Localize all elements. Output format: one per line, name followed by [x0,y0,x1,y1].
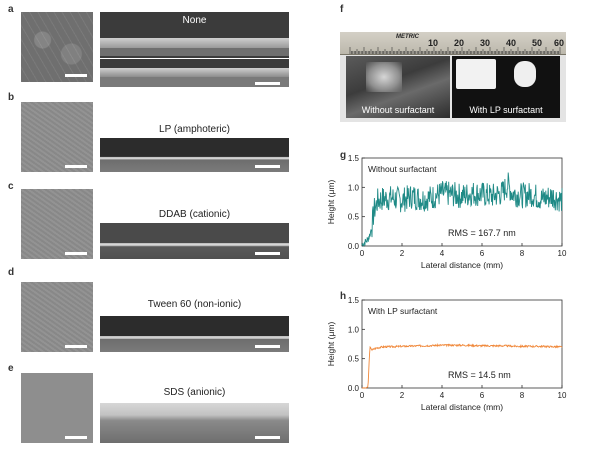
ruler-brand-text: METRIC [396,34,419,40]
x-tick-label: 10 [558,249,567,258]
panel-h-label: h [340,291,347,302]
panel-b-caption: LP (amphoteric) [159,124,230,135]
panel-d-label: d [8,267,15,278]
series-line [361,172,563,247]
film-layer [100,38,289,48]
panel-e-top-view [21,373,93,443]
reflection [514,61,536,87]
x-tick-label: 0 [360,391,365,400]
plot-frame [361,299,563,389]
y-tick-label: 1.0 [348,325,360,334]
x-tick-label: 10 [558,391,567,400]
panel-c-label: c [8,181,14,192]
scale-bar [65,436,87,439]
y-tick-label: 0.0 [348,384,360,393]
panel-b-label: b [8,92,15,103]
x-axis-label: Lateral distance (mm) [421,402,503,412]
panel-f-right-caption: With LP surfactant [469,105,543,115]
reflection [456,59,496,89]
scale-bar [255,252,280,255]
scale-bar [65,252,87,255]
scale-bar [255,436,280,439]
x-tick-label: 4 [440,249,445,258]
panel-a-top-view [21,12,93,82]
panel-b-top-view [21,102,93,172]
chart-annotation: With LP surfactant [368,306,438,316]
x-tick-label: 4 [440,391,445,400]
scale-bar [255,345,280,348]
scale-bar [65,74,87,77]
x-tick-label: 0 [360,249,365,258]
panel-g-label: g [340,150,347,161]
y-tick-label: 1.5 [348,296,360,305]
x-tick-label: 6 [480,391,485,400]
substrate-layer [100,48,289,56]
y-tick-label: 0.0 [348,242,360,251]
sample-with-lp-surfactant: With LP surfactant [452,56,560,118]
panel-b-cross-section [100,138,289,172]
panel-d-cross-section [100,316,289,352]
x-axis-label: Lateral distance (mm) [421,260,503,270]
x-tick-label: 8 [520,391,525,400]
panel-f-left-caption: Without surfactant [361,105,435,115]
ruler-number: 50 [532,38,543,48]
substrate-layer [100,77,289,87]
ruler-number: 60 [554,38,565,48]
panel-c-caption: DDAB (cationic) [158,209,231,220]
y-axis-label: Height (μm) [326,180,336,225]
scale-bar [255,165,280,168]
panel-h-chart: 0 2 4 6 8 10 0.0 0.5 1.0 1.5 Lateral distance (mm)… [326,296,567,412]
panel-a-caption: None [182,15,207,26]
rms-label: RMS = 14.5 nm [448,370,511,380]
rms-label: RMS = 167.7 nm [448,228,516,238]
panel-e-caption: SDS (anionic) [163,387,226,398]
ruler-number: 40 [506,38,517,48]
panel-a-cross-section: None [100,12,289,87]
scale-bar [255,82,280,85]
y-tick-label: 0.5 [348,213,360,222]
ruler: METRIC 10 20 30 40 50 60 [340,32,566,55]
reflection [366,62,402,92]
scale-bar [65,345,87,348]
x-tick-label: 2 [400,391,405,400]
panel-c-top-view [21,189,93,259]
x-tick-label: 6 [480,249,485,258]
panel-e-label: e [8,363,14,374]
panel-f-label: f [340,4,344,15]
ruler-number: 20 [454,38,465,48]
series-line [362,342,563,389]
y-axis-label: Height (μm) [326,322,336,367]
ruler-number: 10 [428,38,439,48]
panel-g-chart: 0 2 4 6 8 10 0.0 0.5 1.0 1.5 Lateral distance (mm)… [326,154,567,270]
scale-bar [65,165,87,168]
y-tick-label: 1.5 [348,154,360,163]
panel-d-caption: Tween 60 (non-ionic) [147,299,242,310]
panel-c-cross-section [100,223,289,259]
panel-e-cross-section [100,403,289,443]
x-tick-label: 8 [520,249,525,258]
y-tick-label: 1.0 [348,183,360,192]
panel-d-top-view [21,282,93,352]
panel-a-label: a [8,4,14,15]
film-layer [100,68,289,77]
chart-annotation: Without surfactant [368,164,437,174]
sample-without-surfactant: Without surfactant [346,56,450,118]
ruler-ticks [349,47,561,54]
x-tick-label: 2 [400,249,405,258]
divider [100,58,289,59]
ruler-number: 30 [480,38,491,48]
panel-f-photo: METRIC 10 20 30 40 50 60 Without surfact… [340,32,566,122]
y-tick-label: 0.5 [348,355,360,364]
